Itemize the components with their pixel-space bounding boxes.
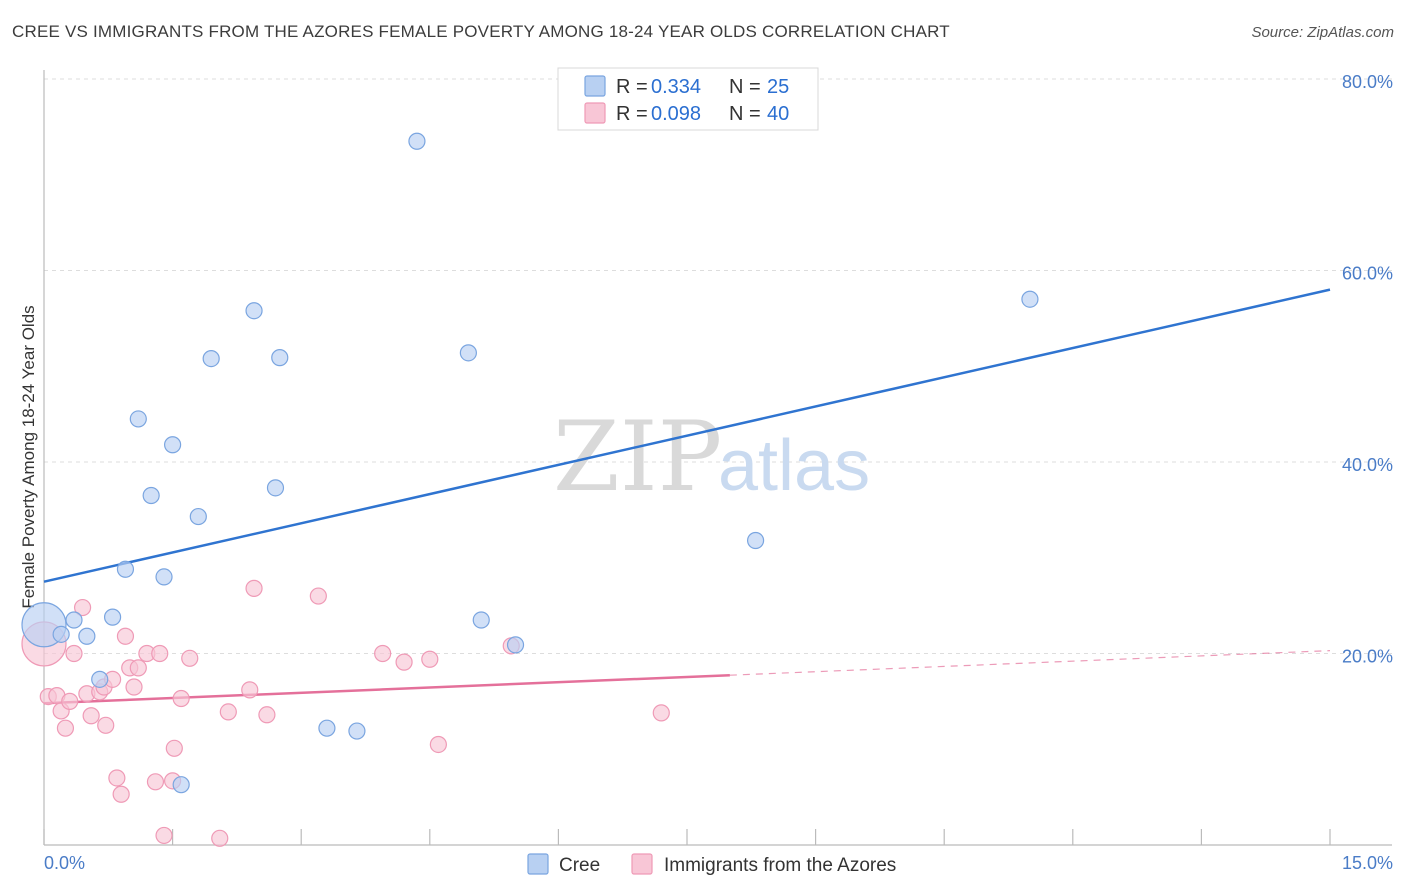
azores-point	[165, 739, 183, 757]
cree-point	[65, 611, 83, 629]
bottom-legend-label-cree: Cree	[559, 855, 600, 876]
cree-point	[52, 625, 70, 643]
azores-point	[151, 644, 169, 663]
azores-point	[108, 769, 126, 787]
cree-point	[408, 132, 426, 150]
azores-point	[421, 650, 439, 668]
legend-swatch-cree	[584, 75, 606, 97]
cree-point	[266, 479, 285, 497]
legend-r-value-azores: 0.098	[651, 103, 701, 125]
azores-point	[241, 681, 259, 699]
cree-point	[1021, 290, 1039, 308]
x-ticks	[43, 829, 1331, 845]
azores-point	[429, 735, 447, 754]
azores-points	[21, 579, 670, 847]
y-tick-label: 20.0%	[1342, 647, 1393, 667]
x-tick-label-max: 15.0%	[1342, 853, 1393, 873]
cree-point	[103, 608, 122, 626]
source-credit: Source: ZipAtlas.com	[1251, 24, 1394, 41]
azores-point	[82, 707, 100, 725]
cree-point	[245, 302, 263, 320]
azores-point	[129, 659, 147, 677]
azores-point	[146, 773, 165, 791]
bottom-legend-swatch-azores	[631, 853, 653, 875]
bottom-legend-label-azores: Immigrants from the Azores	[664, 855, 896, 876]
x-tick-label-min: 0.0%	[44, 853, 85, 873]
axes	[43, 70, 1392, 846]
cree-point	[318, 719, 336, 737]
cree-point	[142, 486, 160, 505]
azores-point	[181, 649, 199, 667]
azores-point	[116, 627, 135, 645]
legend-r-label-azores: R =	[616, 103, 648, 125]
cree-points	[21, 132, 1039, 794]
azores-point	[155, 826, 173, 845]
bottom-legend-swatch-cree	[527, 853, 549, 875]
azores-point	[211, 829, 229, 847]
legend-n-value-azores: 40	[767, 103, 789, 125]
cree-point	[78, 627, 96, 645]
legend-n-label-cree: N =	[729, 76, 761, 98]
y-tick-label: 60.0%	[1342, 264, 1393, 284]
azores-point	[172, 689, 190, 708]
azores-point	[219, 703, 237, 721]
cree-point	[271, 349, 289, 367]
cree-point	[348, 722, 366, 740]
trend-line-cree	[43, 288, 1331, 583]
azores-point	[97, 716, 115, 734]
azores-point	[61, 692, 79, 710]
watermark-zip: ZIP	[553, 401, 722, 513]
azores-point	[258, 706, 276, 724]
legend-r-label-cree: R =	[616, 76, 648, 98]
cree-point	[172, 776, 190, 794]
cree-point	[116, 560, 135, 578]
watermark-atlas: atlas	[718, 426, 870, 506]
trend-line-azores	[43, 673, 730, 705]
trend-line-azores-extrapolated	[729, 650, 1331, 676]
cree-point	[91, 670, 109, 688]
y-tick-label: 80.0%	[1342, 72, 1393, 92]
cree-point	[472, 611, 490, 629]
cree-point	[506, 636, 525, 654]
cree-point	[129, 410, 147, 428]
legend-series: Cree Immigrants from the Azores	[527, 853, 896, 876]
cree-point	[459, 344, 477, 362]
legend-r-value-cree: 0.334	[651, 76, 701, 98]
legend-n-value-cree: 25	[767, 76, 789, 98]
cree-point	[189, 507, 207, 526]
x-tick-labels: 0.0% 15.0%	[44, 853, 1393, 873]
cree-point	[155, 568, 173, 586]
azores-point	[73, 598, 92, 617]
watermark: ZIP atlas	[553, 401, 870, 513]
azores-point	[374, 644, 392, 663]
cree-point	[164, 436, 182, 454]
y-tick-label: 40.0%	[1342, 455, 1393, 475]
legend-swatch-azores	[584, 102, 606, 124]
azores-point	[309, 587, 327, 605]
azores-point	[56, 719, 75, 737]
legend-n-label-azores: N =	[729, 103, 761, 125]
y-axis-title: Female Poverty Among 18-24 Year Olds	[19, 305, 38, 608]
cree-point	[746, 531, 765, 550]
azores-point	[652, 704, 670, 722]
azores-point	[245, 579, 263, 597]
trend-lines	[43, 288, 1331, 705]
azores-point	[65, 644, 83, 663]
cree-point	[202, 349, 220, 368]
legend-correlation: R = 0.334 N = 25 R = 0.098 N = 40	[557, 67, 819, 131]
azores-point	[112, 785, 130, 803]
y-tick-labels: 20.0% 40.0% 60.0% 80.0%	[1342, 72, 1393, 667]
azores-point	[395, 653, 413, 671]
grid-lines	[44, 78, 1392, 654]
azores-point	[125, 678, 143, 696]
chart-title: CREE VS IMMIGRANTS FROM THE AZORES FEMAL…	[12, 22, 950, 41]
